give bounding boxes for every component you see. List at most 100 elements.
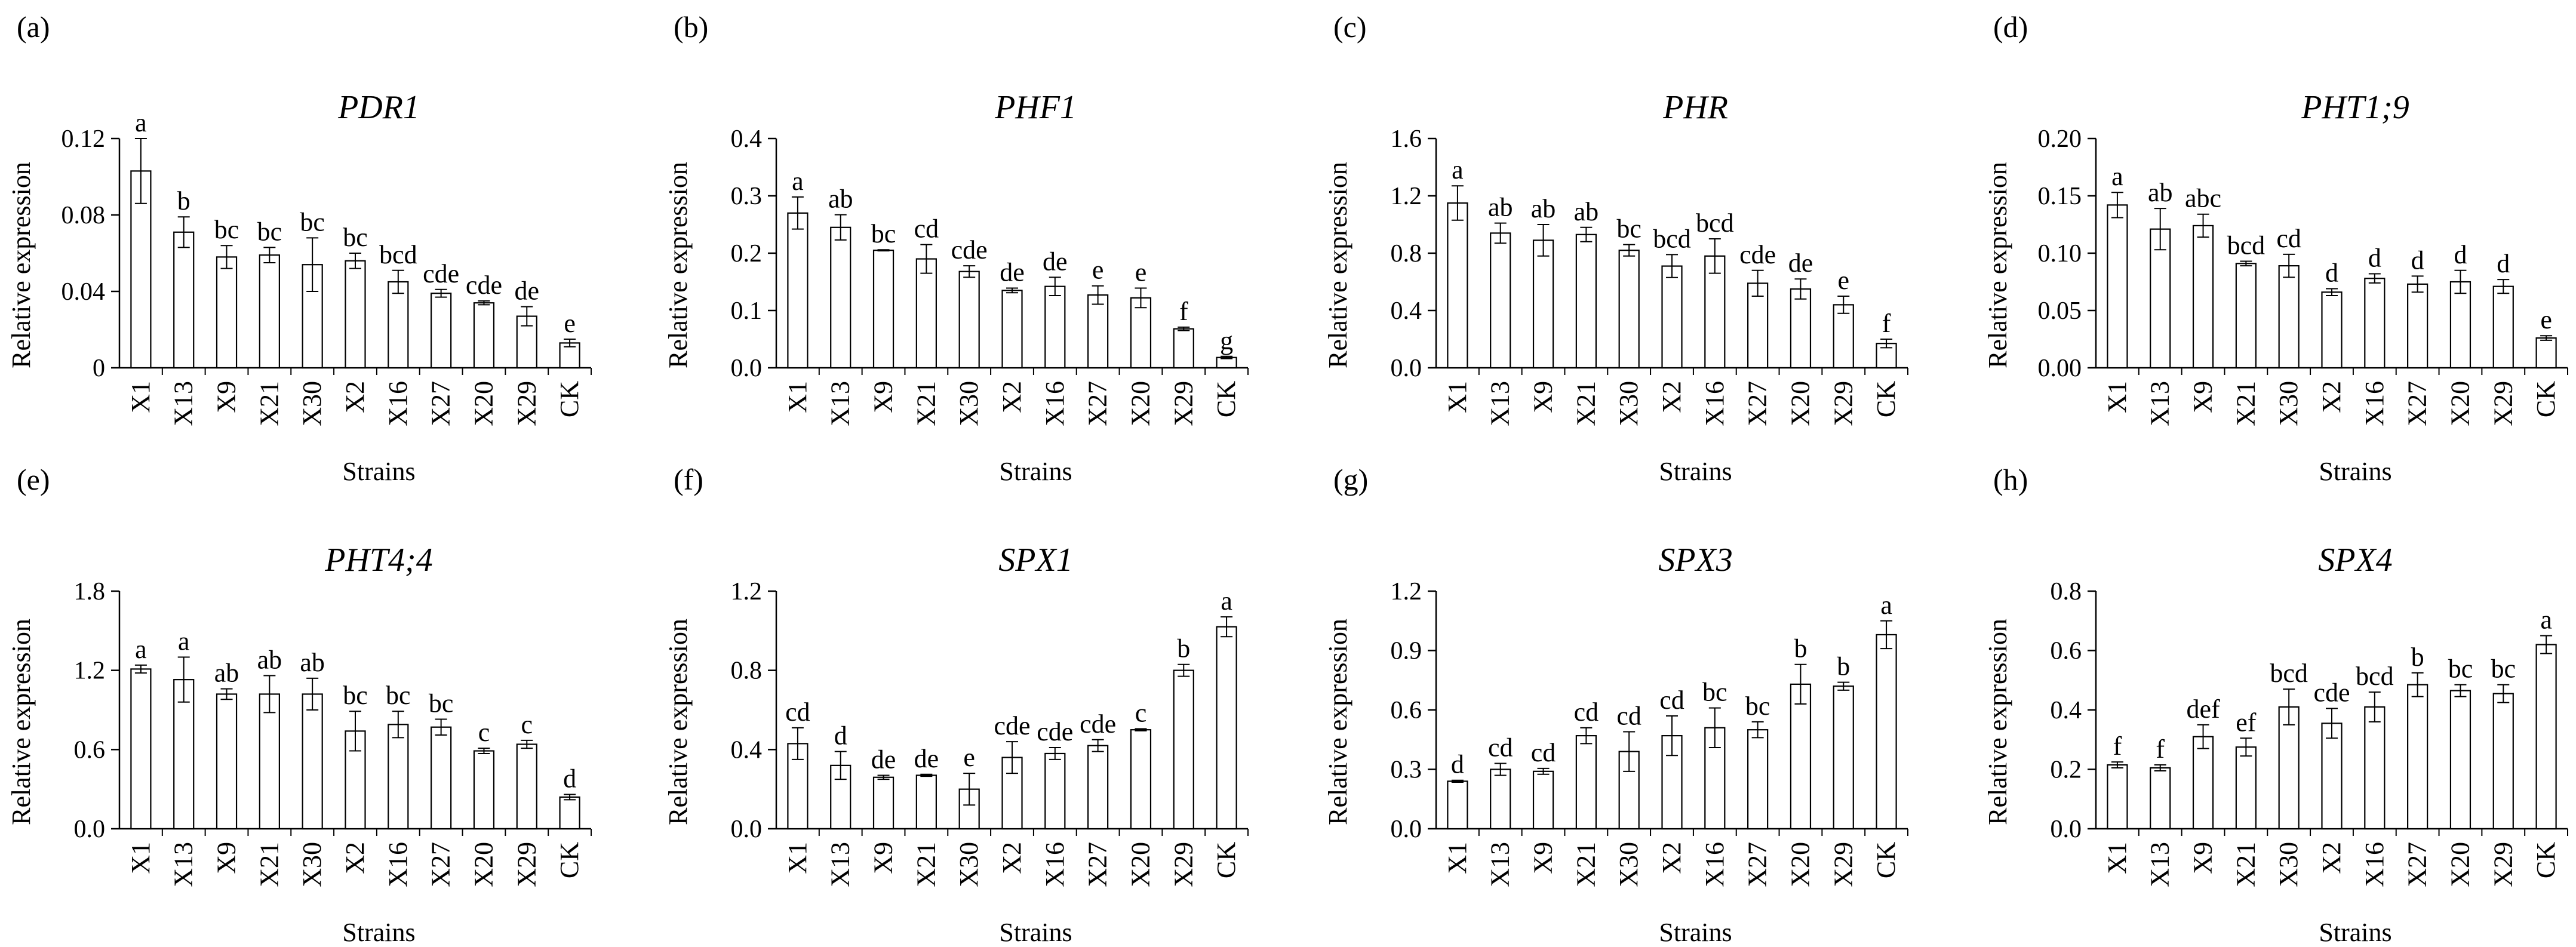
- bar: [1001, 290, 1023, 369]
- significance-label: b: [177, 186, 190, 216]
- significance-label: cde: [1739, 240, 1776, 269]
- significance-label: g: [1220, 326, 1233, 355]
- bar: [1618, 250, 1640, 369]
- x-tick-label: X21: [254, 842, 284, 887]
- bar: [1532, 770, 1554, 830]
- significance-label: bcd: [2356, 662, 2394, 691]
- x-tick-label: X29: [512, 842, 541, 887]
- panel-label: (h): [1993, 463, 2028, 496]
- x-axis-title: Strains: [1659, 457, 1732, 486]
- significance-label: c: [521, 710, 533, 739]
- x-tick-label: X1: [1443, 842, 1472, 874]
- bar: [1087, 745, 1109, 830]
- y-axis-title: Relative expression: [7, 619, 36, 825]
- x-tick-label: X29: [1828, 842, 1858, 887]
- significance-label: bc: [343, 681, 368, 710]
- bar: [1447, 780, 1468, 830]
- x-tick-label: X27: [426, 842, 456, 887]
- chart-panel: (h) SPX4 0.0 0.2 0.4 0.6 0.8 Relative expressio…: [1983, 463, 2568, 947]
- bar: [1044, 752, 1066, 830]
- significance-label: bc: [2448, 654, 2473, 684]
- significance-label: ab: [214, 659, 239, 688]
- bar: [1173, 328, 1194, 369]
- x-tick-label: X27: [1083, 381, 1112, 426]
- x-tick-label: X21: [1571, 381, 1600, 426]
- bar: [2535, 644, 2557, 830]
- bar: [1790, 683, 1812, 830]
- y-tick-label: 0.3: [731, 183, 763, 210]
- bar: [2492, 285, 2514, 369]
- significance-label: bc: [343, 223, 368, 252]
- significance-label: bc: [871, 219, 896, 248]
- significance-label: d: [2325, 259, 2338, 288]
- y-tick-label: 0.6: [2051, 638, 2082, 665]
- x-tick-label: X13: [826, 842, 855, 887]
- significance-label: d: [2411, 245, 2424, 275]
- y-tick-label: 0.0: [731, 816, 763, 843]
- chart-title: PHF1: [994, 89, 1077, 126]
- x-tick-label: X16: [383, 842, 413, 887]
- significance-label: bc: [257, 217, 282, 246]
- bar: [1747, 729, 1769, 830]
- x-tick-label: CK: [1871, 381, 1901, 417]
- significance-label: bc: [386, 681, 411, 710]
- x-tick-label: X27: [1743, 381, 1772, 426]
- x-tick-label: X13: [2145, 842, 2175, 887]
- bar: [2150, 228, 2171, 369]
- bar: [302, 693, 323, 830]
- x-tick-label: X27: [2403, 842, 2432, 887]
- bar: [2449, 690, 2472, 830]
- y-axis-title: Relative expression: [1983, 619, 2012, 825]
- significance-label: cd: [1616, 701, 1641, 730]
- bar: [2364, 706, 2386, 830]
- y-axis-title: Relative expression: [1983, 162, 2012, 368]
- x-tick-label: X1: [783, 842, 812, 874]
- significance-label: cde: [2313, 678, 2350, 708]
- x-tick-label: X30: [297, 842, 327, 887]
- significance-label: de: [1000, 258, 1025, 287]
- bar: [559, 796, 580, 830]
- significance-label: bcd: [379, 240, 417, 269]
- x-tick-label: X2: [2317, 842, 2346, 874]
- x-tick-label: X1: [1443, 381, 1472, 413]
- bar: [2107, 204, 2128, 369]
- significance-label: a: [135, 108, 147, 137]
- significance-label: e: [1838, 266, 1850, 295]
- y-tick-label: 0.0: [1391, 816, 1422, 843]
- y-tick-label: 0.8: [1391, 240, 1422, 268]
- y-tick-label: 0.20: [2038, 125, 2082, 153]
- y-tick-label: 0.15: [2038, 183, 2082, 210]
- bar: [1833, 304, 1854, 369]
- x-axis-title: Strains: [999, 918, 1072, 947]
- x-tick-label: CK: [555, 842, 584, 878]
- x-axis-title: Strains: [342, 457, 415, 486]
- significance-label: d: [2497, 249, 2510, 278]
- significance-label: cd: [914, 214, 939, 244]
- bar: [259, 693, 280, 830]
- bar: [388, 281, 409, 369]
- chart-panel: (g) SPX3 0.0 0.3 0.6 0.9 1.2 Relative expressio…: [1323, 463, 1908, 947]
- bar: [473, 302, 495, 369]
- bar: [2278, 706, 2300, 830]
- significance-label: cde: [951, 235, 988, 265]
- chart-panel: (c) PHR 0.0 0.4 0.8 1.2 1.6 Relative expression…: [1323, 10, 1908, 486]
- significance-label: bc: [1616, 214, 1641, 244]
- bar: [173, 679, 195, 830]
- significance-label: cde: [466, 270, 502, 300]
- x-tick-label: X1: [783, 381, 812, 413]
- chart-title: PHT1;9: [2301, 89, 2409, 126]
- bar: [130, 668, 152, 830]
- y-tick-label: 0.2: [731, 240, 763, 268]
- bar: [473, 750, 495, 830]
- significance-label: a: [792, 167, 804, 196]
- chart-title: SPX1: [998, 542, 1072, 579]
- bar: [1087, 294, 1109, 369]
- significance-label: cd: [1488, 733, 1513, 762]
- x-tick-label: X27: [1743, 842, 1772, 887]
- panel-label: (e): [17, 463, 50, 496]
- significance-label: cde: [1080, 709, 1116, 739]
- significance-label: e: [564, 309, 576, 338]
- significance-label: ab: [2148, 178, 2173, 207]
- x-tick-label: X30: [2274, 842, 2303, 887]
